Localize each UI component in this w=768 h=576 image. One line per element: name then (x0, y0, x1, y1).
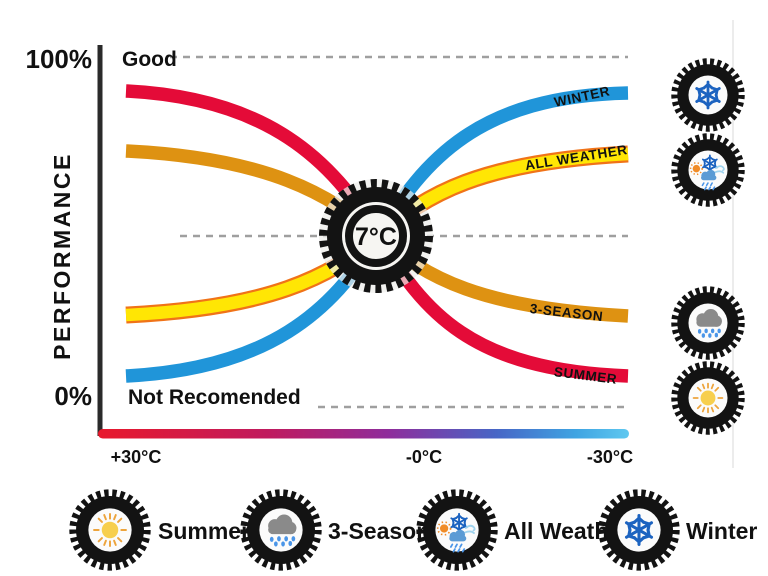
legend-label-summer: Summer (158, 518, 250, 544)
legend-snowflake-tire-icon (602, 493, 676, 567)
not-recommended-label: Not Recomended (128, 386, 301, 409)
three-season-tire-icon (675, 290, 742, 357)
y-axis-label: PERFORMANCE (49, 152, 75, 360)
legend: Summer 3-Season All Weather Winter (73, 493, 757, 567)
legend-all-weather-tire-icon (420, 493, 494, 567)
x-tick-minus30: -30°C (587, 447, 633, 467)
x-tick-zero: -0°C (406, 447, 442, 467)
legend-label-three-season: 3-Season (328, 518, 430, 544)
x-axis-temperature-bar (98, 429, 629, 439)
legend-rain-cloud-tire-icon (244, 493, 318, 567)
winter-curve-label: WINTER (553, 83, 612, 109)
tire-tread (319, 179, 433, 293)
legend-label-winter: Winter (686, 518, 757, 544)
y-tick-100: 100% (26, 44, 93, 74)
good-label: Good (122, 48, 177, 71)
crossover-temp-label: 7°C (355, 223, 397, 251)
winter-tire-icon (675, 62, 742, 129)
legend-sun-tire-icon (73, 493, 147, 567)
all-weather-curve-label: ALL WEATHER (524, 142, 629, 173)
crossover-tire-badge: 7°C (319, 179, 433, 293)
all-weather-tire-icon (675, 137, 742, 204)
x-tick-plus30: +30°C (111, 447, 162, 467)
summer-tire-icon (675, 365, 742, 432)
y-tick-0: 0% (54, 381, 92, 411)
tire-inner-ring (345, 205, 407, 267)
three-season-curve-label: 3-SEASON (529, 301, 604, 324)
summer-curve-label: SUMMER (553, 364, 618, 387)
